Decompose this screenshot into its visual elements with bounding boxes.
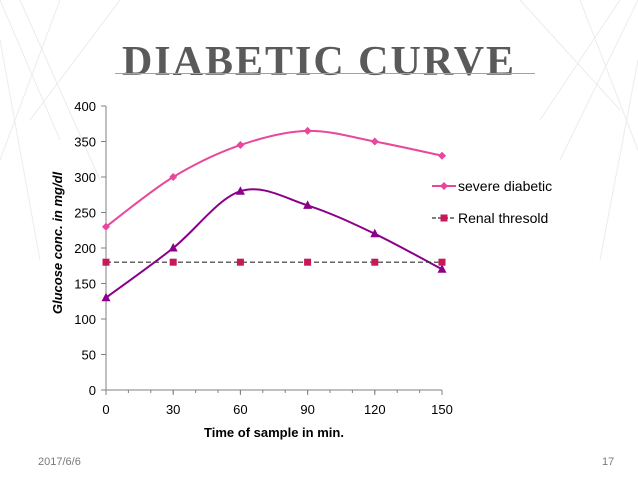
- x-axis-title: Time of sample in min.: [204, 425, 344, 440]
- data-point: [304, 258, 312, 266]
- y-axis-title: Glucose conc. in mg/dl: [50, 171, 65, 314]
- slide-date: 2017/6/6: [38, 456, 81, 468]
- x-tick-label: 150: [431, 402, 453, 417]
- chart-legend: severe diabetic Renal thresold: [432, 178, 552, 226]
- legend-label: Renal thresold: [458, 210, 548, 226]
- chart-series: [101, 126, 447, 302]
- legend-item: Renal thresold: [432, 210, 548, 226]
- legend-swatch-marker: [440, 214, 448, 222]
- data-point: [102, 222, 110, 231]
- series-line: [105, 129, 443, 228]
- series-1: [102, 126, 446, 231]
- data-point: [236, 141, 245, 150]
- y-tick-label: 350: [74, 135, 96, 150]
- legend-item: severe diabetic: [432, 178, 552, 194]
- data-point: [437, 264, 447, 273]
- data-point: [371, 258, 379, 266]
- y-tick-label: 300: [74, 170, 96, 185]
- x-tick-label: 30: [166, 402, 180, 417]
- slide-page-number: 17: [602, 456, 615, 468]
- data-point: [438, 151, 446, 160]
- data-point: [235, 186, 245, 195]
- y-tick-label: 100: [74, 312, 96, 327]
- series-line: [105, 188, 443, 299]
- data-point: [303, 126, 312, 135]
- chart-ticks: 0 50 100 150 200 250 300 350 400 0 30 60 90 120 150: [74, 99, 453, 417]
- chart-axes: [105, 106, 442, 391]
- y-tick-label: 150: [74, 277, 96, 292]
- data-point: [101, 292, 111, 302]
- series-2: [101, 186, 447, 302]
- x-tick-label: 60: [233, 402, 247, 417]
- data-point: [438, 258, 446, 266]
- x-tick-label: 120: [364, 402, 386, 417]
- x-tick-label: 90: [300, 402, 314, 417]
- series-3: [102, 258, 446, 266]
- y-tick-label: 0: [89, 383, 96, 398]
- data-point: [169, 258, 177, 266]
- slide-title: DIABETIC CURVE: [121, 39, 517, 85]
- data-point: [370, 137, 379, 146]
- data-point: [102, 258, 110, 266]
- x-tick-label: 0: [102, 402, 109, 417]
- data-point: [303, 200, 313, 209]
- y-tick-label: 400: [74, 99, 96, 114]
- legend-swatch-marker: [440, 182, 448, 190]
- y-tick-label: 250: [74, 206, 96, 221]
- y-tick-label: 50: [82, 348, 96, 363]
- y-tick-label: 200: [74, 241, 96, 256]
- legend-label: severe diabetic: [458, 178, 552, 194]
- data-point: [169, 173, 178, 181]
- data-point: [370, 228, 380, 238]
- title-underline: [115, 73, 535, 74]
- data-point: [236, 258, 244, 266]
- data-point: [168, 243, 178, 252]
